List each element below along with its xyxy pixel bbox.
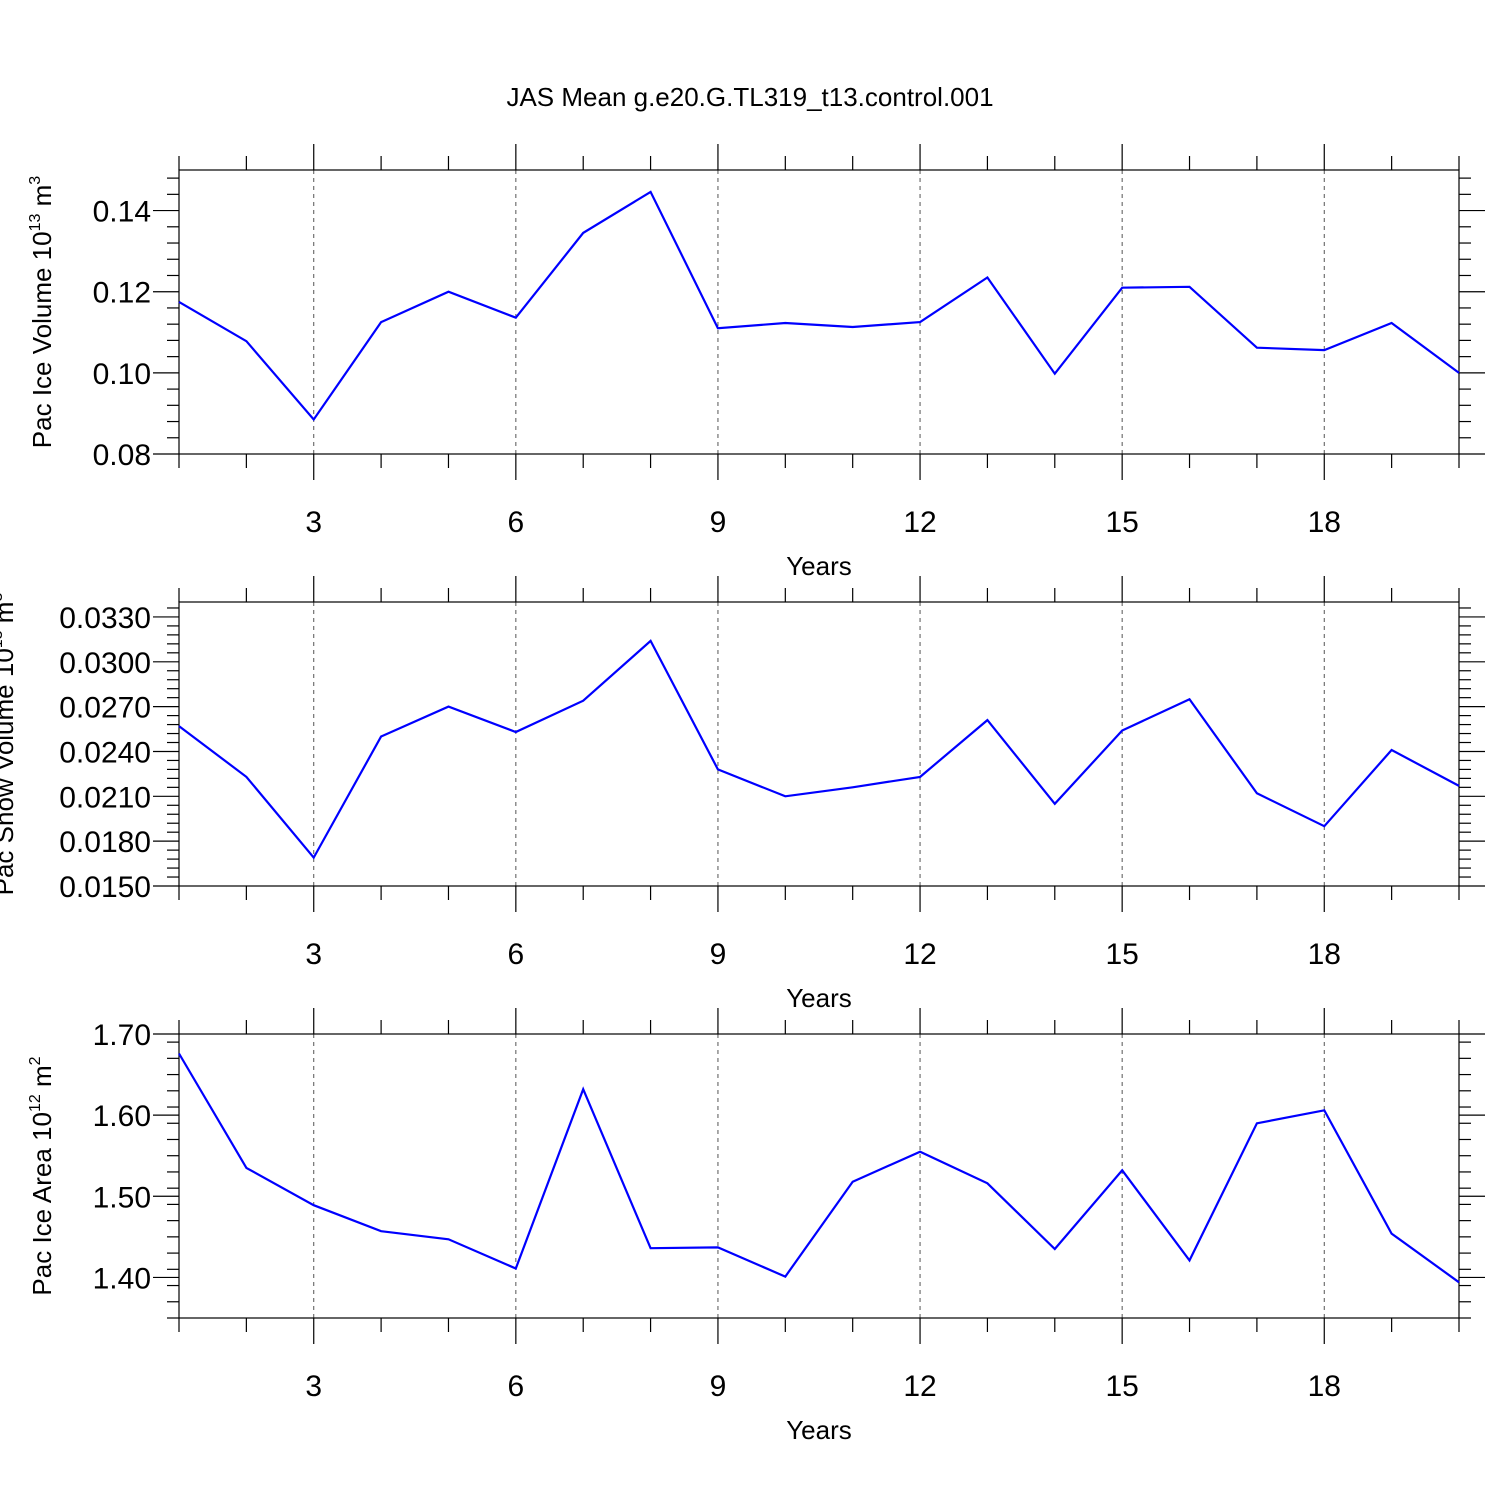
x-tick-label: 15 [1105, 1370, 1138, 1403]
y-axis-title: Pac Snow Volume 1013 m3 [0, 593, 19, 896]
x-tick-label: 9 [710, 1370, 727, 1403]
y-axis-title: Pac Ice Area 1012 m2 [27, 1056, 57, 1295]
y-tick-label: 0.0180 [59, 826, 151, 859]
x-tick-label: 3 [305, 506, 322, 539]
y-tick-label: 1.40 [93, 1262, 151, 1295]
y-tick-label: 0.0240 [59, 736, 151, 769]
x-tick-label: 3 [305, 1370, 322, 1403]
x-tick-label: 9 [710, 938, 727, 971]
y-tick-label: 1.60 [93, 1100, 151, 1133]
y-axis-title: Pac Ice Volume 1013 m3 [27, 176, 57, 449]
y-tick-label: 0.0330 [59, 602, 151, 635]
x-axis-title: Years [786, 551, 852, 581]
y-tick-label: 1.70 [93, 1019, 151, 1052]
chart-panel-2: 0.0150 0.0180 0.0210 0.0240 0.0270 0.0300 0.03… [0, 576, 1485, 1013]
x-tick-label: 6 [507, 938, 524, 971]
y-tick-label: 0.0150 [59, 871, 151, 904]
x-axis-title: Years [786, 983, 852, 1013]
x-tick-label: 18 [1308, 1370, 1341, 1403]
series-line [178, 190, 1460, 422]
x-tick-label: 18 [1308, 938, 1341, 971]
plot-frame [178, 601, 1460, 887]
y-tick-label: 1.50 [93, 1181, 151, 1214]
x-tick-label: 6 [507, 506, 524, 539]
x-tick-label: 15 [1105, 506, 1138, 539]
y-tick-label: 0.14 [93, 196, 151, 229]
y-tick-label: 0.0270 [59, 692, 151, 725]
x-tick-label: 12 [903, 938, 936, 971]
x-tick-label: 12 [903, 506, 936, 539]
x-tick-label: 9 [710, 506, 727, 539]
chart-panel-1: 0.08 0.10 0.12 0.14 3 6 9 12 15 18 Years Pac Ice Vo… [27, 144, 1485, 581]
y-tick-label: 0.12 [93, 277, 151, 310]
chart-panel-3: 1.40 1.50 1.60 1.70 3 6 9 12 15 18 Years Pac Ice Ar… [27, 1008, 1485, 1445]
series-line [178, 1052, 1460, 1284]
x-axis-title: Years [786, 1415, 852, 1445]
x-tick-label: 12 [903, 1370, 936, 1403]
y-tick-label: 0.10 [93, 358, 151, 391]
x-tick-label: 6 [507, 1370, 524, 1403]
series-line [178, 639, 1460, 860]
y-tick-label: 0.0300 [59, 647, 151, 680]
plot-frame [178, 169, 1460, 455]
x-tick-label: 15 [1105, 938, 1138, 971]
x-tick-label: 3 [305, 938, 322, 971]
figure-title: JAS Mean g.e20.G.TL319_t13.control.001 [506, 82, 993, 112]
x-tick-label: 18 [1308, 506, 1341, 539]
plot-frame [178, 1033, 1460, 1319]
panels: 0.08 0.10 0.12 0.14 3 6 9 12 15 18 Years Pac Ice Vo… [0, 144, 1485, 1445]
y-tick-label: 0.08 [93, 439, 151, 472]
y-tick-label: 0.0210 [59, 781, 151, 814]
